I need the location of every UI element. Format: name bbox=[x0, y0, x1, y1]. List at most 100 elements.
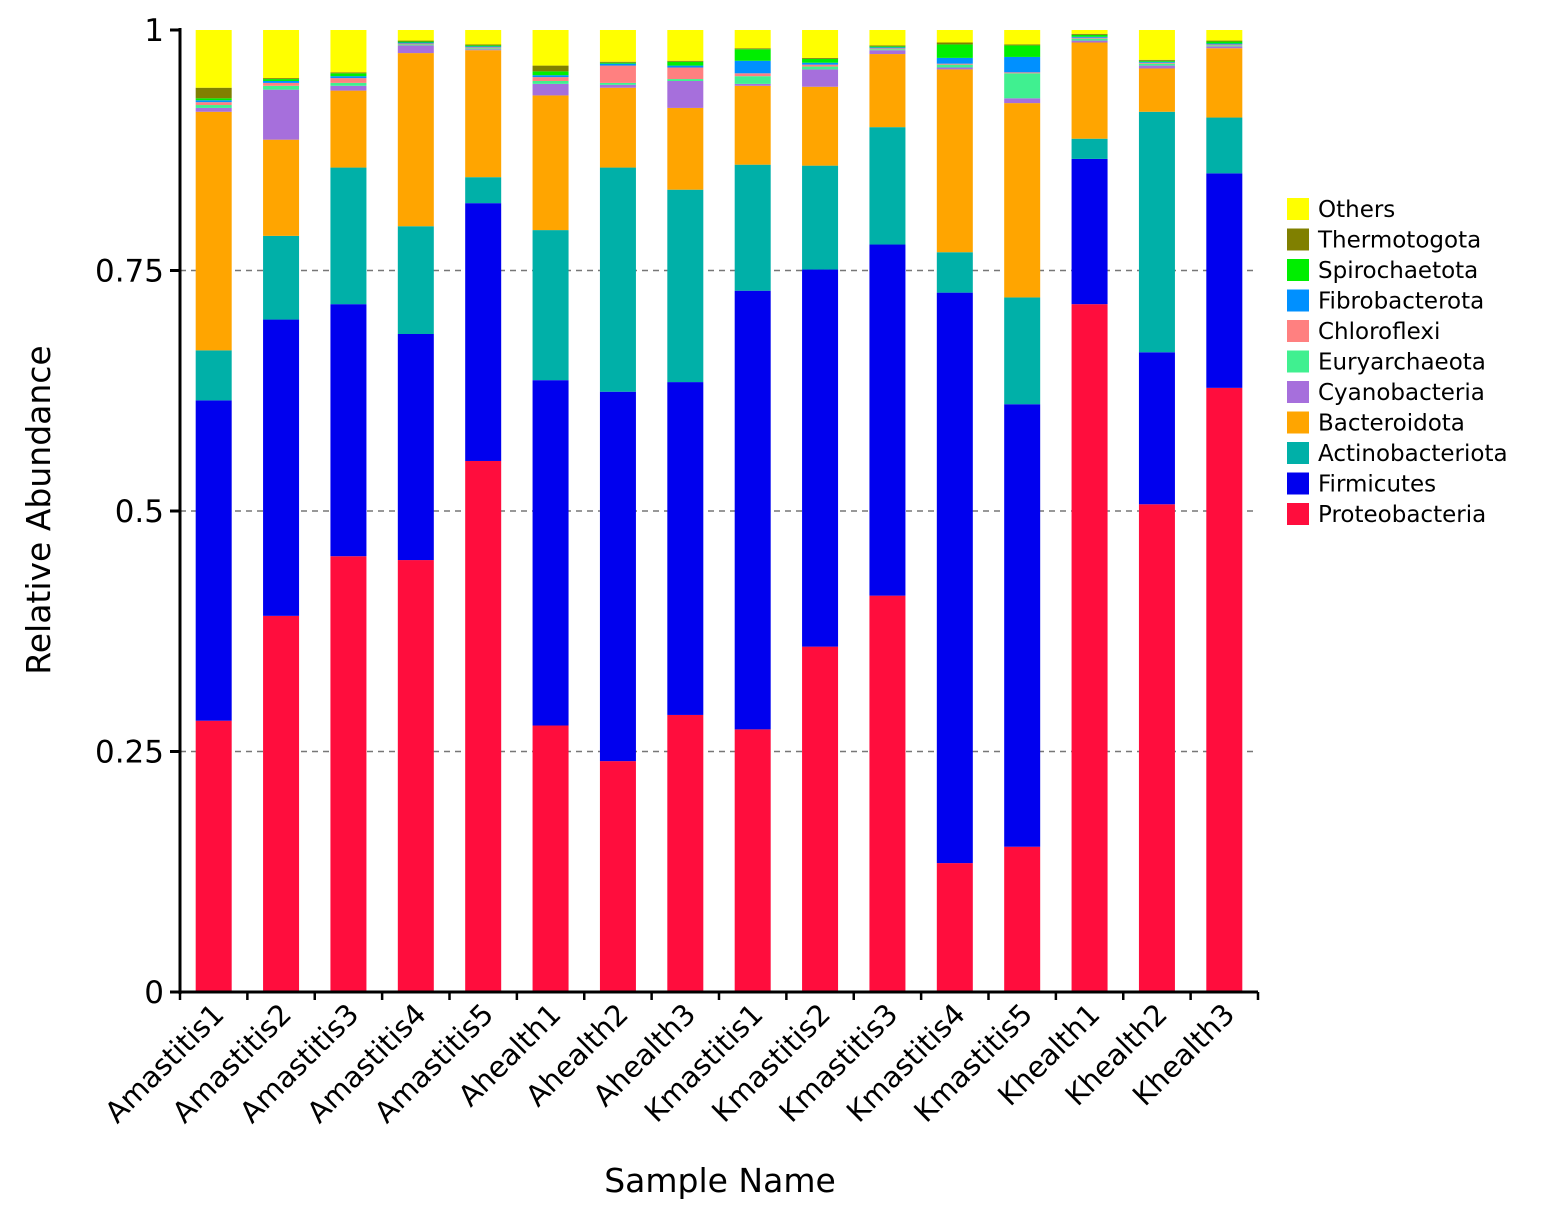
bar-segment bbox=[397, 43, 434, 45]
bar-segment bbox=[936, 63, 973, 65]
bar-segment bbox=[1206, 173, 1243, 388]
bar-segment bbox=[465, 46, 502, 48]
bar-segment bbox=[936, 67, 973, 70]
bar-segment bbox=[195, 102, 232, 106]
bar-segment bbox=[397, 42, 434, 44]
bar-segment bbox=[802, 58, 839, 63]
bar-segment bbox=[599, 87, 636, 168]
bar-stack bbox=[936, 30, 973, 992]
bar-segment bbox=[667, 30, 704, 61]
bar-segment bbox=[532, 83, 569, 96]
bar-stack bbox=[330, 30, 367, 992]
bar-segment bbox=[869, 127, 906, 245]
x-axis-title: Sample Name bbox=[604, 1161, 836, 1200]
bar-segment bbox=[1206, 387, 1243, 992]
bar-segment bbox=[532, 77, 569, 81]
bar-segment bbox=[1004, 98, 1041, 104]
bar-segment bbox=[936, 42, 973, 45]
legend-item: Firmicutes bbox=[1287, 472, 1436, 498]
bar-stack bbox=[195, 30, 232, 992]
bar-segment bbox=[465, 45, 502, 47]
bar-segment bbox=[263, 89, 300, 140]
bar-stack bbox=[532, 30, 569, 992]
bar-segment bbox=[1138, 65, 1175, 69]
bar-segment bbox=[1138, 63, 1175, 66]
bar-segment bbox=[667, 189, 704, 383]
bar-segment bbox=[1206, 43, 1243, 45]
bar-segment bbox=[1206, 40, 1243, 42]
bar-stack bbox=[599, 30, 636, 992]
bar-stack bbox=[667, 30, 704, 992]
bar-segment bbox=[1138, 59, 1175, 61]
bar-segment bbox=[195, 98, 232, 101]
bar-segment bbox=[465, 177, 502, 204]
bar-segment bbox=[397, 226, 434, 334]
bar-segment bbox=[734, 49, 771, 61]
legend-item: Bacteroidota bbox=[1287, 411, 1465, 437]
bar-segment bbox=[397, 560, 434, 992]
bar-segment bbox=[1138, 61, 1175, 63]
y-tick-labels: 0 0.25 0.5 0.75 1 bbox=[95, 13, 164, 1011]
bar-segment bbox=[667, 382, 704, 715]
bar-segment bbox=[1206, 30, 1243, 41]
bar-segment bbox=[599, 167, 636, 392]
bar-segment bbox=[532, 65, 569, 72]
bar-segment bbox=[734, 30, 771, 49]
bar-segment bbox=[1004, 297, 1041, 405]
bar-segment bbox=[802, 57, 839, 59]
bar-segment bbox=[397, 44, 434, 46]
bar-segment bbox=[1004, 56, 1041, 73]
bar-segment bbox=[195, 720, 232, 992]
bar-segment bbox=[397, 30, 434, 41]
legend-item: Thermotogota bbox=[1287, 228, 1481, 254]
bar-stack bbox=[1071, 30, 1108, 992]
legend-item: Fibrobacterota bbox=[1287, 289, 1484, 315]
legend-label: Euryarchaeota bbox=[1318, 350, 1486, 376]
bar-segment bbox=[802, 69, 839, 87]
legend-swatch bbox=[1287, 320, 1309, 342]
bar-segment bbox=[263, 78, 300, 80]
bar-stack bbox=[1206, 30, 1243, 992]
bar-segment bbox=[599, 761, 636, 992]
bar-segment bbox=[263, 615, 300, 992]
bar-segment bbox=[869, 595, 906, 992]
bar-segment bbox=[397, 41, 434, 43]
legend-label: Bacteroidota bbox=[1318, 411, 1465, 437]
bar-segment bbox=[667, 61, 704, 66]
bar-segment bbox=[667, 80, 704, 108]
legend-label: Spirochaetota bbox=[1318, 258, 1478, 284]
bar-segment bbox=[195, 105, 232, 108]
legend-swatch bbox=[1287, 381, 1309, 403]
bar-stack bbox=[734, 30, 771, 992]
bar-segment bbox=[1004, 73, 1041, 99]
bar-segment bbox=[1004, 72, 1041, 74]
bar-segment bbox=[1071, 34, 1108, 37]
bar-segment bbox=[802, 62, 839, 65]
bar-segment bbox=[397, 53, 434, 227]
legend-swatch bbox=[1287, 411, 1309, 434]
bar-segment bbox=[330, 85, 367, 91]
bar-segment bbox=[734, 76, 771, 84]
bar-segment bbox=[667, 714, 704, 992]
bar-segment bbox=[936, 252, 973, 293]
bar-segment bbox=[532, 725, 569, 992]
bar-segment bbox=[1071, 30, 1108, 34]
y-tick-label: 0.75 bbox=[95, 254, 164, 290]
bar-segment bbox=[734, 73, 771, 77]
bar-segment bbox=[195, 100, 232, 103]
bar-segment bbox=[465, 44, 502, 46]
y-axis-title: Relative Abundance bbox=[19, 345, 58, 674]
bar-segment bbox=[263, 30, 300, 79]
bar-segment bbox=[330, 167, 367, 305]
bar-segment bbox=[667, 67, 704, 80]
bar-segment bbox=[869, 49, 906, 51]
bar-segment bbox=[532, 230, 569, 381]
bar-segment bbox=[195, 87, 232, 99]
bar-segment bbox=[936, 30, 973, 43]
bar-segment bbox=[330, 90, 367, 168]
bar-segment bbox=[936, 64, 973, 68]
bar-segment bbox=[1206, 48, 1243, 118]
bar-segment bbox=[734, 290, 771, 730]
legend-label: Actinobacteriota bbox=[1318, 441, 1508, 467]
